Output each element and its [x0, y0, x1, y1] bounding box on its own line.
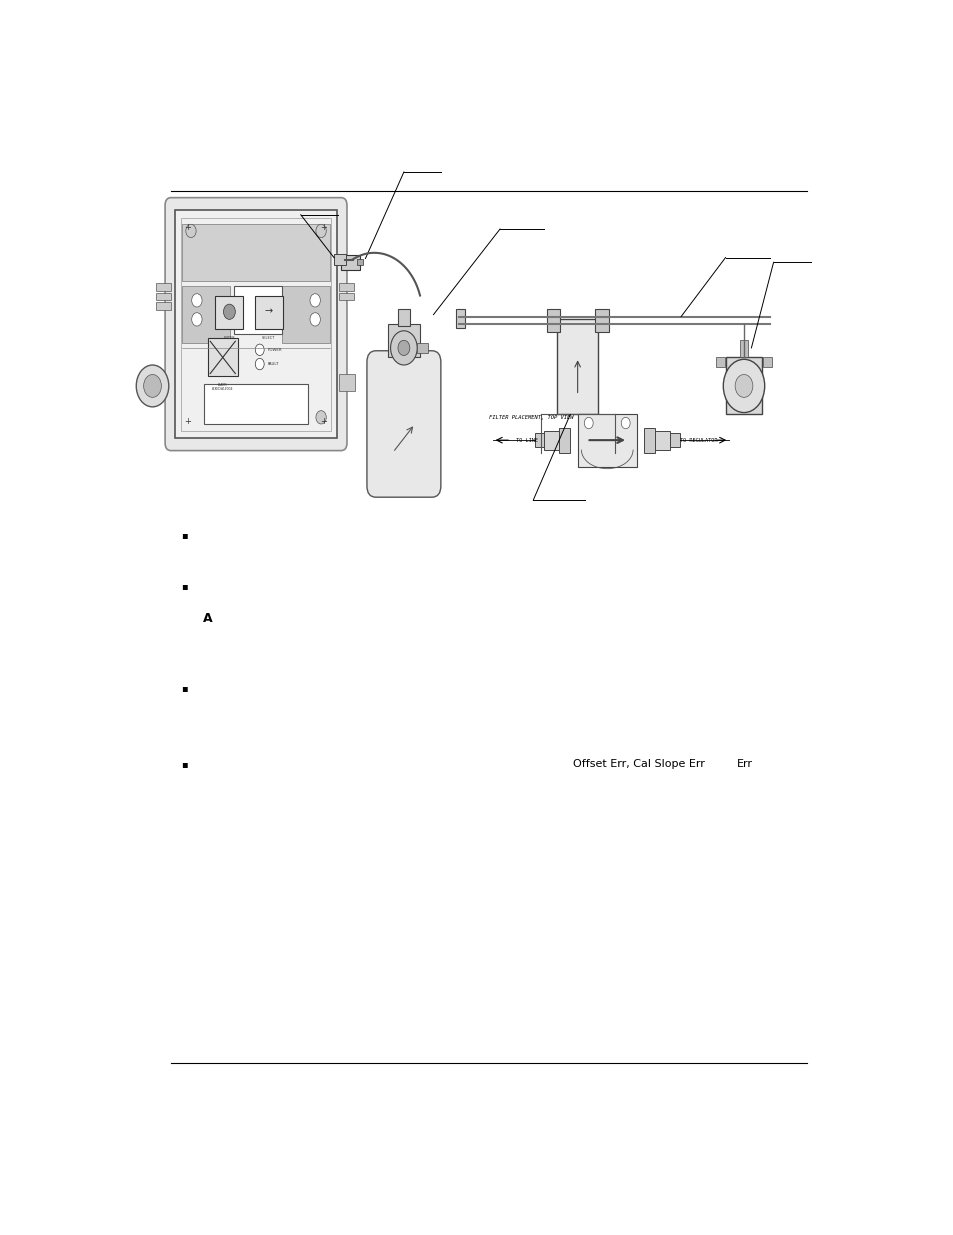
Text: +: +	[320, 416, 327, 426]
Circle shape	[310, 312, 320, 326]
Bar	[204, 384, 308, 424]
Bar	[724, 357, 761, 415]
Circle shape	[186, 225, 196, 237]
FancyBboxPatch shape	[165, 198, 347, 451]
Bar	[643, 427, 655, 452]
Bar	[762, 357, 771, 367]
Circle shape	[136, 366, 169, 406]
Bar	[544, 431, 558, 450]
Circle shape	[390, 331, 416, 366]
Bar	[739, 341, 748, 357]
Bar	[338, 293, 354, 300]
Bar	[182, 287, 230, 343]
Bar	[180, 217, 331, 431]
Bar	[416, 343, 427, 353]
Bar	[357, 259, 363, 266]
Bar	[156, 303, 171, 310]
Circle shape	[144, 374, 161, 398]
Circle shape	[583, 417, 593, 429]
Bar	[338, 373, 355, 390]
Text: ACKNOWLEDGE: ACKNOWLEDGE	[212, 387, 233, 391]
Text: →: →	[264, 306, 273, 316]
Text: FAULT: FAULT	[268, 362, 279, 366]
Bar	[208, 338, 237, 377]
Bar	[715, 357, 724, 367]
Circle shape	[255, 358, 264, 369]
Text: ENTER: ENTER	[223, 336, 235, 341]
Bar	[558, 427, 570, 452]
Bar	[655, 431, 669, 450]
Circle shape	[735, 374, 752, 398]
Bar	[156, 283, 171, 291]
Circle shape	[722, 359, 764, 412]
Bar	[341, 254, 359, 270]
Bar	[182, 225, 330, 282]
Text: ▪: ▪	[181, 683, 188, 693]
Text: SELECT: SELECT	[262, 336, 275, 341]
Bar	[254, 295, 282, 329]
Bar	[397, 309, 410, 326]
Text: POWER: POWER	[268, 348, 282, 352]
Bar	[338, 283, 354, 291]
Text: +: +	[184, 416, 192, 426]
Text: ▪: ▪	[181, 580, 188, 590]
Circle shape	[223, 304, 235, 320]
Bar	[557, 320, 598, 415]
Bar	[546, 309, 559, 332]
Text: Offset Err, Cal Slope Err: Offset Err, Cal Slope Err	[573, 760, 704, 769]
Circle shape	[397, 341, 410, 356]
Bar	[215, 295, 243, 329]
Bar	[669, 433, 679, 447]
Bar	[595, 309, 608, 332]
Text: TO REGULATOR: TO REGULATOR	[679, 437, 720, 442]
Circle shape	[192, 294, 202, 308]
Bar	[535, 433, 544, 447]
Bar	[281, 287, 330, 343]
Circle shape	[255, 345, 264, 356]
Text: ALARM: ALARM	[218, 383, 227, 387]
Text: A: A	[203, 613, 213, 625]
Text: Err: Err	[736, 760, 752, 769]
Text: TO LINE: TO LINE	[512, 437, 537, 442]
Bar	[387, 324, 419, 357]
Text: +: +	[184, 222, 192, 232]
Bar	[456, 309, 464, 329]
Circle shape	[315, 411, 326, 424]
Text: ▪: ▪	[181, 530, 188, 540]
Text: ▪: ▪	[181, 760, 188, 769]
Circle shape	[315, 225, 326, 237]
Circle shape	[192, 312, 202, 326]
Text: FILTER PLACEMENT, TOP VIEW: FILTER PLACEMENT, TOP VIEW	[488, 415, 573, 420]
FancyBboxPatch shape	[367, 351, 440, 498]
Bar	[174, 210, 337, 438]
Bar	[577, 414, 636, 467]
Bar	[233, 287, 282, 333]
Text: +: +	[320, 222, 327, 232]
Circle shape	[620, 417, 630, 429]
Bar	[156, 293, 171, 300]
Circle shape	[310, 294, 320, 308]
Bar	[334, 254, 346, 266]
